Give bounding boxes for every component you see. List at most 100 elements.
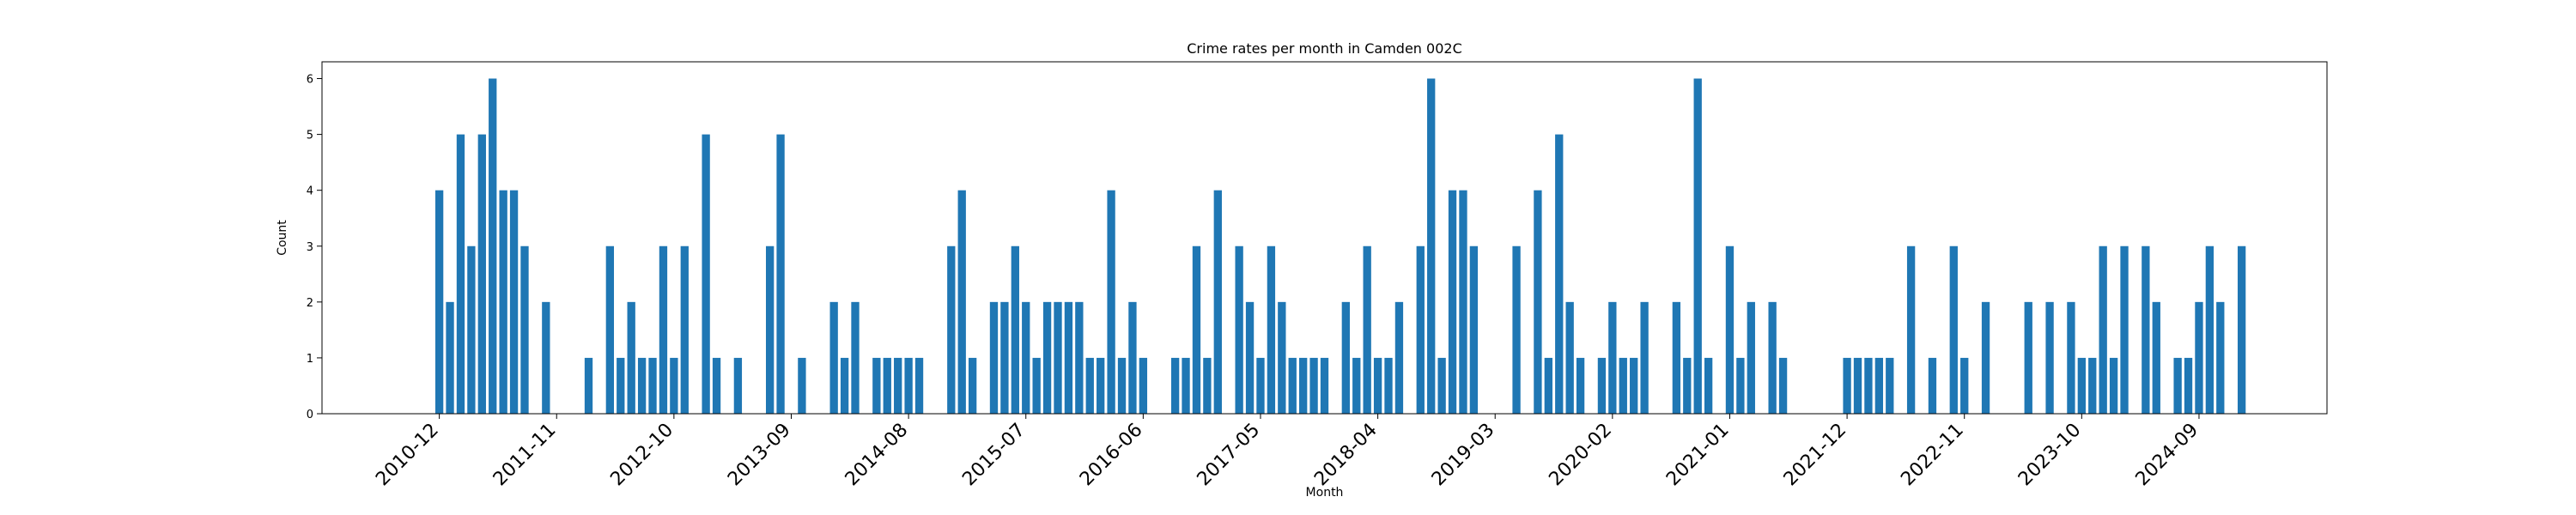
bar-2015-05 — [1000, 301, 1009, 414]
x-axis-label: Month — [1306, 486, 1344, 500]
bar-2015-07 — [1022, 301, 1030, 414]
bar-2024-11 — [2216, 301, 2225, 414]
bar-2017-05 — [1256, 357, 1265, 414]
y-tick-label: 0 — [307, 409, 313, 421]
bar-2013-08 — [776, 134, 785, 414]
bar-2023-12 — [2099, 245, 2107, 414]
bar-2018-03 — [1363, 245, 1371, 414]
bar-2016-04 — [1117, 357, 1127, 414]
bar-2017-06 — [1267, 245, 1276, 414]
bar-2014-08 — [904, 357, 913, 414]
bar-2019-05 — [1512, 245, 1521, 414]
bar-2021-12 — [1843, 357, 1851, 414]
bar-2015-08 — [1032, 357, 1041, 414]
bar-2025-01 — [2237, 245, 2246, 414]
bar-2018-06 — [1394, 301, 1404, 414]
bar-2016-12 — [1203, 357, 1212, 414]
bar-2018-02 — [1352, 357, 1361, 414]
bar-2015-12 — [1075, 301, 1084, 414]
bar-2021-02 — [1736, 357, 1745, 414]
bar-2011-02 — [456, 134, 465, 414]
y-axis: 0 1 2 3 4 5 6 — [307, 74, 322, 421]
bar-2015-10 — [1054, 301, 1062, 414]
bar-2013-07 — [765, 245, 775, 414]
bar-2023-10 — [2077, 357, 2086, 414]
bar-2022-03 — [1874, 357, 1884, 414]
bar-2017-11 — [1320, 357, 1329, 414]
bar-2022-02 — [1864, 357, 1873, 414]
bar-2013-02 — [712, 357, 721, 414]
bar-2024-10 — [2205, 245, 2215, 414]
bar-2019-11 — [1576, 357, 1585, 414]
bar-2011-04 — [477, 134, 486, 414]
bar-2019-09 — [1555, 134, 1564, 414]
chart-title: Crime rates per month in Camden 002C — [1187, 40, 1461, 57]
bar-2012-05 — [617, 357, 625, 414]
bar-2023-09 — [2067, 301, 2075, 414]
bar-2024-09 — [2195, 301, 2203, 414]
bar-2020-05 — [1640, 301, 1649, 414]
bar-2022-04 — [1886, 357, 1894, 414]
bar-2024-04 — [2142, 245, 2150, 414]
plot-frame — [321, 61, 2328, 415]
bar-2012-10 — [670, 357, 678, 414]
bar-2023-07 — [2045, 301, 2054, 414]
bar-2021-06 — [1778, 357, 1788, 414]
bar-2017-04 — [1245, 301, 1255, 414]
y-tick-label: 3 — [307, 241, 313, 254]
bar-2020-08 — [1672, 301, 1681, 414]
bar-2021-01 — [1725, 245, 1735, 414]
bar-2012-09 — [659, 245, 668, 414]
bar-2015-04 — [989, 301, 999, 414]
bar-2018-08 — [1416, 245, 1425, 414]
y-tick-label: 4 — [307, 185, 313, 198]
y-tick-label: 6 — [307, 74, 313, 87]
bar-2023-05 — [2024, 301, 2032, 414]
bar-2012-06 — [627, 301, 635, 414]
bar-2017-07 — [1278, 301, 1286, 414]
bar-2022-11 — [1960, 357, 1969, 414]
bar-2014-01 — [829, 301, 838, 414]
bar-2016-01 — [1085, 357, 1094, 414]
bar-2011-08 — [520, 245, 529, 414]
bar-2022-08 — [1928, 357, 1937, 414]
bar-2018-10 — [1437, 357, 1446, 414]
bar-2014-02 — [840, 357, 849, 414]
bar-2011-03 — [467, 245, 476, 414]
bar-2023-01 — [1981, 301, 1990, 414]
bar-2017-03 — [1235, 245, 1243, 414]
bar-2019-08 — [1544, 357, 1552, 414]
bar-2018-04 — [1373, 357, 1382, 414]
bar-2016-11 — [1192, 245, 1201, 414]
bar-2016-03 — [1107, 190, 1115, 414]
bar-2022-01 — [1853, 357, 1862, 414]
bar-2019-07 — [1534, 190, 1542, 414]
bar-2018-01 — [1341, 301, 1350, 414]
bar-2014-06 — [883, 357, 891, 414]
bar-2014-09 — [914, 357, 924, 414]
bar-2018-09 — [1427, 78, 1436, 415]
bar-2019-01 — [1469, 245, 1479, 414]
bar-2024-02 — [2120, 245, 2129, 414]
bar-2012-08 — [648, 357, 657, 414]
bar-2023-11 — [2088, 357, 2097, 414]
bar-2020-03 — [1619, 357, 1627, 414]
bar-2022-10 — [1949, 245, 1958, 414]
bar-2016-09 — [1170, 357, 1180, 414]
bar-2021-05 — [1768, 301, 1777, 414]
bar-2017-01 — [1213, 190, 1222, 414]
bar-2015-11 — [1064, 301, 1073, 414]
bar-2011-07 — [509, 190, 519, 414]
bar-2019-10 — [1565, 301, 1574, 414]
bar-2016-06 — [1139, 357, 1148, 414]
bar-2013-04 — [733, 357, 743, 414]
y-tick-label: 2 — [307, 297, 313, 310]
bar-2024-05 — [2152, 301, 2160, 414]
bar-2024-08 — [2184, 357, 2193, 414]
bar-2014-03 — [851, 301, 860, 414]
bar-2024-01 — [2109, 357, 2118, 414]
bar-2017-09 — [1299, 357, 1308, 414]
bar-2020-09 — [1683, 357, 1692, 414]
bar-2020-04 — [1630, 357, 1638, 414]
bar-2024-07 — [2173, 357, 2182, 414]
